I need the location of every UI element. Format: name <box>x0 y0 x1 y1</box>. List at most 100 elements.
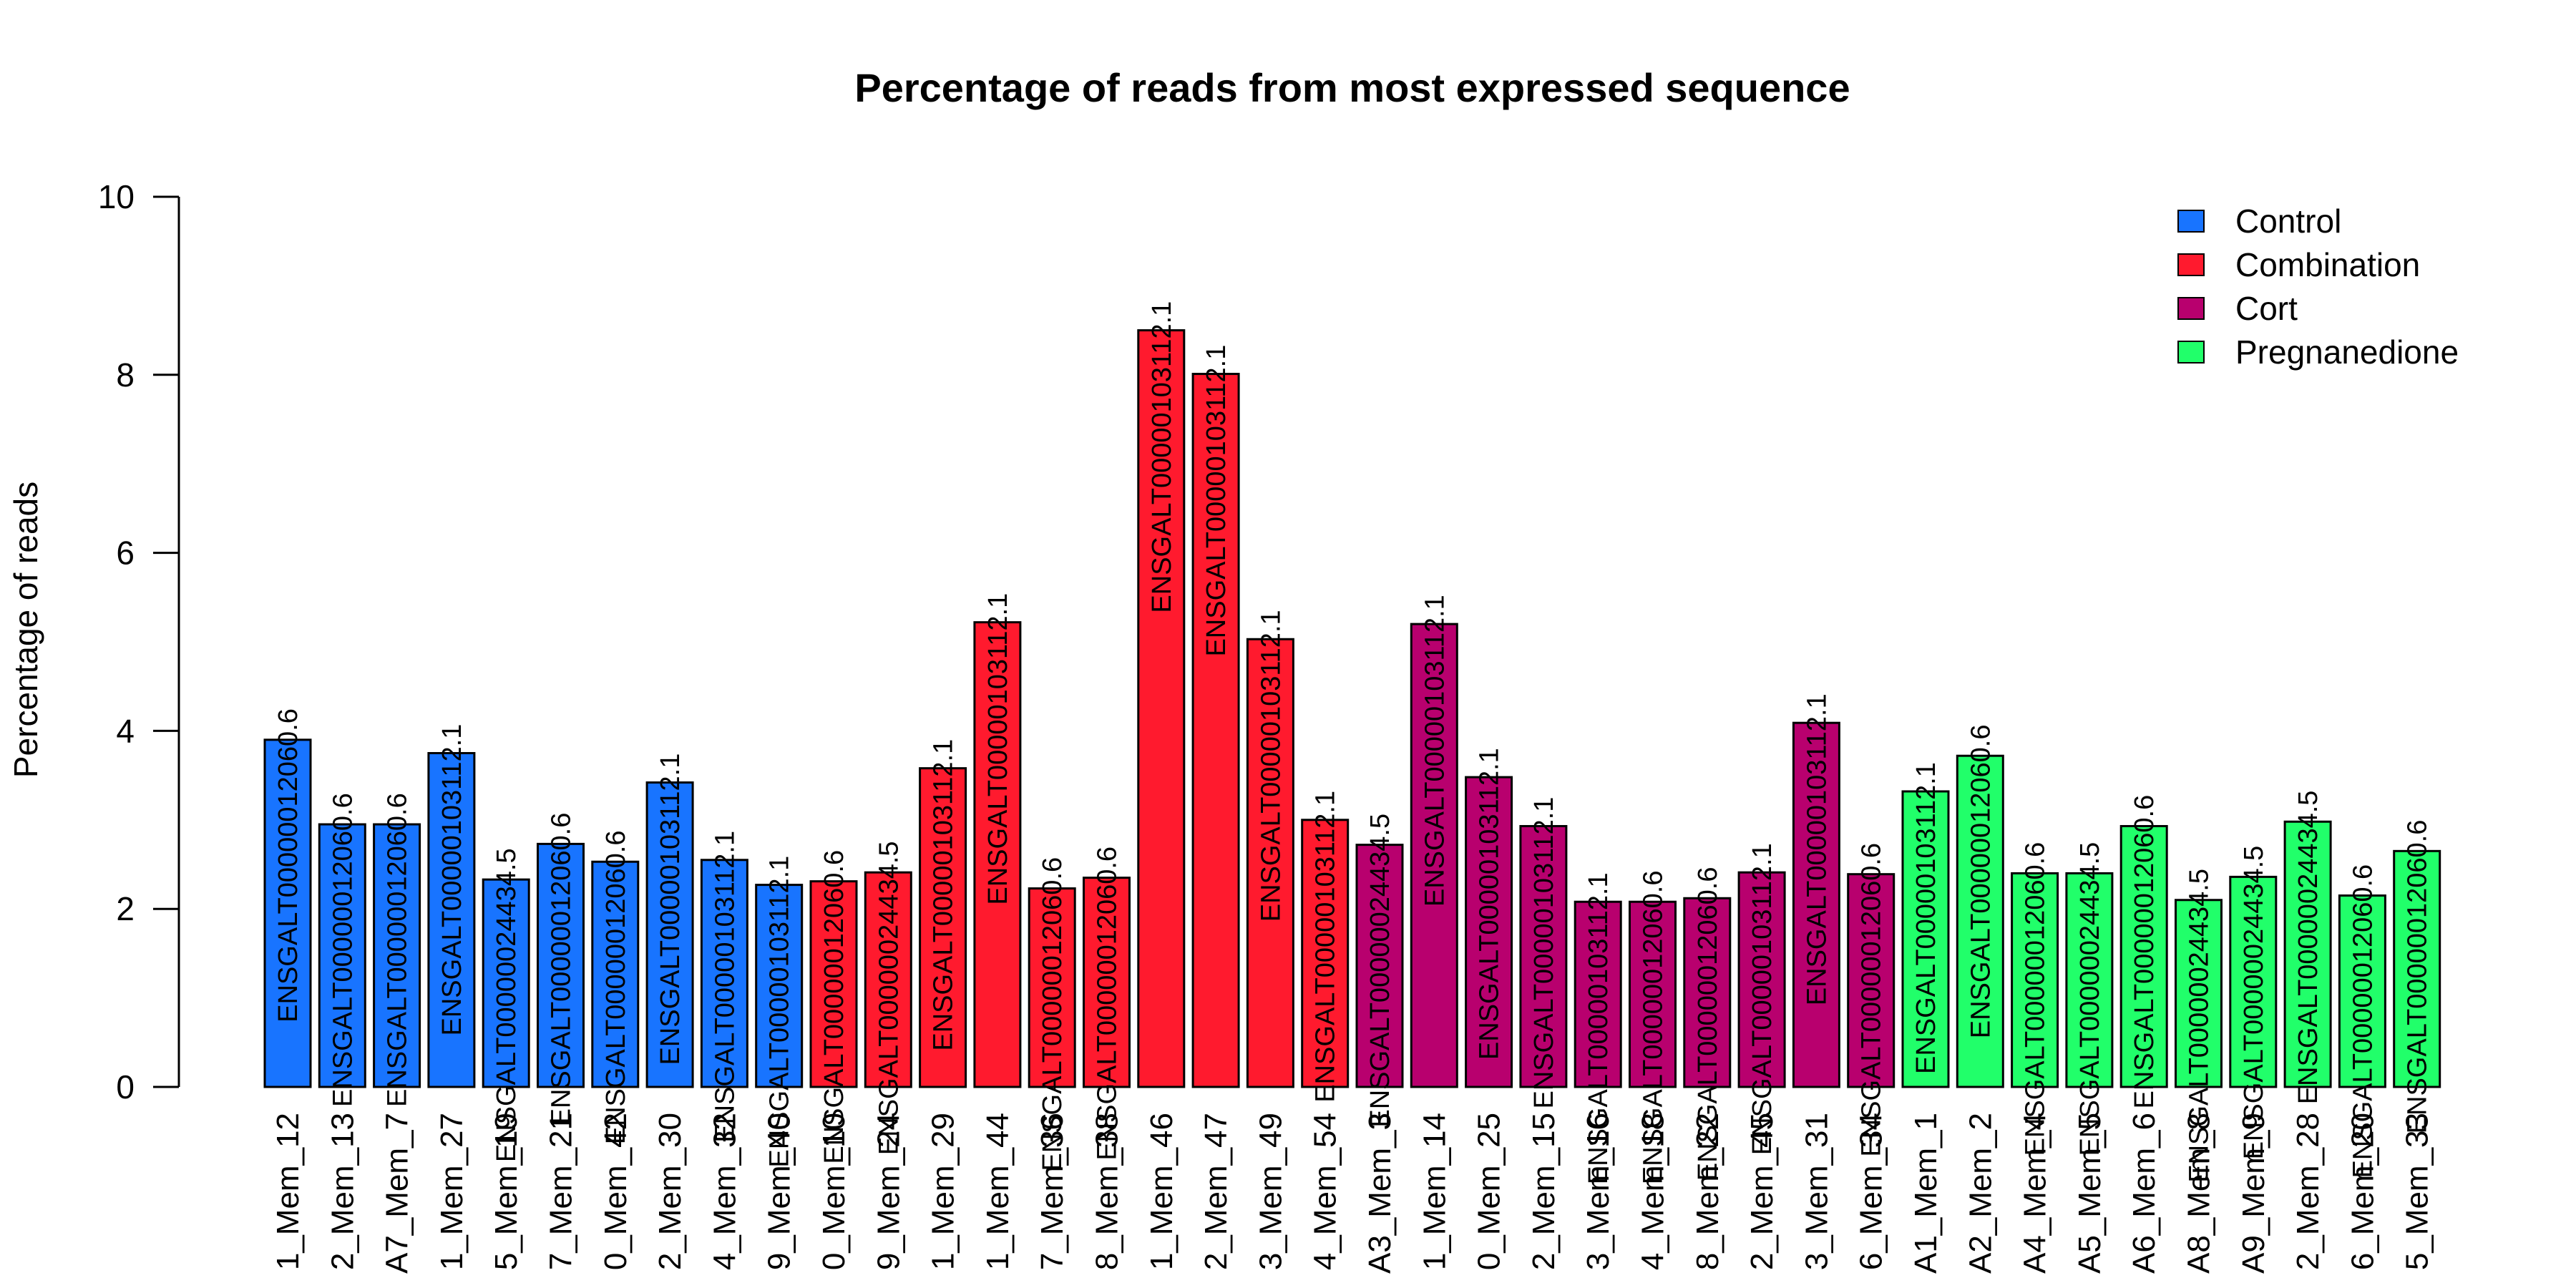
bar <box>427 752 476 1088</box>
bar-value-label: ENSGALT00000012060.6 <box>383 793 413 1107</box>
x-axis-tick-labels: 1_Mem_12 2_Mem_13 A7_Mem_7 1_Mem_27 5_Mem_19… <box>270 1113 2435 1274</box>
x-tick-label: 1_Mem_44 <box>980 1113 1015 1270</box>
bar-value-label: ENSGALT00000103112.1 <box>1802 693 1832 1005</box>
bar-value-label: ENSGALT00000024434.5 <box>2293 791 2323 1105</box>
bar-value-label: ENSGALT00000024434.5 <box>1365 814 1395 1128</box>
bar-value-label: ENSGALT00000103112.1 <box>1584 872 1614 1184</box>
bar <box>1629 900 1677 1088</box>
bar-value-label: ENSGALT00000103112.1 <box>929 739 959 1051</box>
x-tick-label: 2_Mem_30 <box>653 1113 688 1270</box>
y-axis: 0 2 4 6 8 10 <box>98 178 180 1106</box>
bars <box>263 329 2441 1088</box>
bar-value-label: ENSGALT00000103112.1 <box>1911 762 1941 1074</box>
x-tick-label: 4_Mem_18 <box>1636 1113 1671 1270</box>
bar <box>263 738 312 1088</box>
bar-value-label: ENSGALT00000012060.6 <box>2129 795 2160 1109</box>
y-tick-label: 0 <box>116 1068 135 1106</box>
y-tick-label: 4 <box>116 712 135 749</box>
bar-value-label: ENSGALT00000103112.1 <box>765 856 795 1168</box>
bar <box>2065 872 2114 1088</box>
bar <box>755 884 804 1088</box>
x-tick-label: 5_Mem_33 <box>2400 1113 2435 1270</box>
bar <box>1083 877 1131 1088</box>
bar-value-label: ENSGALT00000103112.1 <box>1420 595 1450 907</box>
bar-value-label: ENSGALT00000012060.6 <box>328 793 358 1107</box>
x-tick-label: 1_Mem_14 <box>1417 1113 1452 1270</box>
legend-label: Control <box>2235 203 2341 240</box>
bar-value-label: ENSGALT00000012060.6 <box>1038 857 1068 1171</box>
bar-value-label: ENSGALT00000103112.1 <box>1475 748 1505 1060</box>
legend-label: Cort <box>2235 290 2298 327</box>
x-tick-label: A1_Mem_1 <box>1908 1113 1943 1274</box>
x-tick-label: 6_Mem_20 <box>2345 1113 2380 1270</box>
bar <box>1519 825 1568 1088</box>
bar <box>1683 897 1732 1088</box>
bar-value-label: ENSGALT00000012060.6 <box>2348 864 2378 1179</box>
bar-value-label: ENSGALT00000012060.6 <box>819 850 849 1164</box>
x-tick-label: A4_Mem_4 <box>2018 1113 2053 1274</box>
bar <box>1028 887 1076 1088</box>
legend-swatch <box>2177 253 2205 276</box>
x-tick-label: 4_Mem_54 <box>1308 1113 1343 1270</box>
bar <box>2229 875 2278 1088</box>
bar-value-label: ENSGALT00000103112.1 <box>1311 791 1341 1103</box>
bar <box>2119 825 2168 1088</box>
bar <box>1737 871 1786 1088</box>
bar-value-label: ENSGALT00000024434.5 <box>874 841 904 1155</box>
y-tick-label: 10 <box>98 178 135 215</box>
bar-value-label: ENSGALT00000012060.6 <box>547 813 577 1127</box>
x-tick-label: 1_Mem_46 <box>1144 1113 1179 1270</box>
x-tick-label: 0_Mem_25 <box>1472 1113 1507 1270</box>
bar <box>809 880 858 1088</box>
bar-value-label: ENSGALT00000012060.6 <box>1693 867 1723 1181</box>
bar <box>1191 373 1240 1088</box>
bar <box>1574 900 1622 1088</box>
bar-labels: ENSGALT00000012060.6 ENSGALT00000012060.6… <box>273 301 2433 1185</box>
legend: Control Combination Cort Pregnanedione <box>2177 203 2459 371</box>
x-tick-label: A2_Mem_2 <box>1963 1113 1998 1274</box>
chart-title: Percentage of reads from most expressed … <box>854 65 1850 110</box>
x-tick-label: 2_Mem_28 <box>2290 1113 2326 1270</box>
x-tick-label: 3_Mem_49 <box>1253 1113 1288 1270</box>
bar <box>2393 849 2441 1088</box>
x-tick-label: 6_Mem_34 <box>1854 1113 1889 1270</box>
legend-label: Combination <box>2235 246 2420 283</box>
bar-value-label: ENSGALT00000012060.6 <box>1639 871 1669 1185</box>
x-tick-label: 0_Mem_42 <box>598 1113 633 1270</box>
bar <box>1956 754 2004 1088</box>
bar-value-label: ENSGALT00000012060.6 <box>601 831 631 1145</box>
x-tick-label: 4_Mem_32 <box>707 1113 742 1270</box>
x-tick-label: 2_Mem_13 <box>325 1113 360 1270</box>
bar <box>537 842 585 1088</box>
y-axis-label: Percentage of reads <box>7 482 44 778</box>
bar <box>1410 623 1458 1088</box>
x-tick-label: A6_Mem_6 <box>2127 1113 2162 1274</box>
bar-value-label: ENSGALT00000012060.6 <box>1857 843 1887 1157</box>
bar <box>645 781 694 1088</box>
bar <box>919 767 967 1088</box>
x-tick-label: 7_Mem_21 <box>544 1113 579 1270</box>
bar-value-label: ENSGALT00000103112.1 <box>1147 301 1177 613</box>
x-tick-label: 1_Mem_12 <box>270 1113 306 1270</box>
x-tick-label: 2_Mem_47 <box>1199 1113 1234 1270</box>
bar <box>1792 721 1840 1088</box>
legend-swatch <box>2177 210 2205 233</box>
bar <box>1355 844 1404 1088</box>
bar <box>373 823 421 1088</box>
bar-value-label: ENSGALT00000012060.6 <box>1093 847 1123 1161</box>
x-tick-label: 5_Mem_19 <box>489 1113 524 1270</box>
bar-value-label: ENSGALT00000024434.5 <box>2185 869 2215 1183</box>
x-tick-label: 7_Mem_36 <box>1035 1113 1070 1270</box>
bar-value-label: ENSGALT00000012060.6 <box>273 708 303 1023</box>
bar <box>2011 872 2059 1088</box>
bar <box>1901 790 1950 1088</box>
bar-value-label: ENSGALT00000024434.5 <box>2239 846 2269 1160</box>
bar-value-label: ENSGALT00000103112.1 <box>1529 797 1559 1109</box>
bar-value-label: ENSGALT00000024434.5 <box>2075 842 2105 1156</box>
bar <box>2338 894 2386 1088</box>
x-tick-label: 2_Mem_45 <box>1745 1113 1780 1270</box>
x-tick-label: 1_Mem_29 <box>926 1113 961 1270</box>
bar-value-label: ENSGALT00000103112.1 <box>1747 843 1777 1155</box>
bar-value-label: ENSGALT00000012060.6 <box>1966 724 1996 1038</box>
